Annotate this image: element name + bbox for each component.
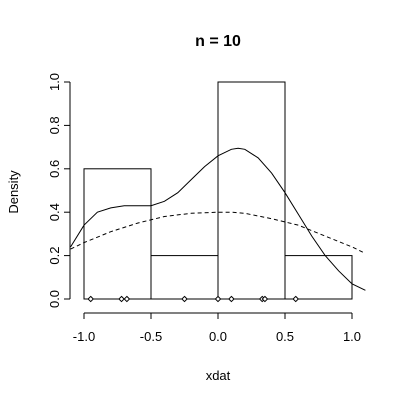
x-tick-label-2: -0.5 (140, 329, 162, 344)
rug-point-6 (228, 295, 235, 303)
x-axis-label: xdat (206, 368, 231, 383)
histogram-bar-1 (83, 168, 152, 300)
rug-points (87, 295, 300, 303)
solid-density-curve (70, 147, 366, 291)
histogram-bar-2 (150, 255, 219, 300)
chart-title: n = 10 (195, 33, 241, 50)
histogram-bar-4 (284, 255, 353, 300)
histogram-bar-3 (217, 81, 286, 300)
x-tick-label-1: -1.0 (73, 329, 95, 344)
density-curves (70, 147, 366, 291)
y-tick-label-3: 0.4 (47, 203, 62, 221)
y-tick-label-5: 0.8 (47, 116, 62, 134)
histogram-bars (83, 81, 353, 300)
rug-point-2 (118, 295, 125, 303)
y-tick-label-4: 0.6 (47, 160, 62, 178)
y-tick-label-6: 1.0 (47, 73, 62, 91)
rug-point-8 (261, 295, 269, 303)
x-tick-label-3: 0.0 (209, 329, 227, 344)
y-axis: 0.0 0.2 0.4 0.6 0.8 1.0 (47, 73, 71, 308)
x-tick-label-5: 1.0 (343, 329, 361, 344)
rug-point-1 (87, 295, 95, 303)
rug-point-9 (292, 295, 300, 303)
y-tick-label-1: 0.0 (47, 290, 62, 308)
dashed-density-curve (70, 211, 366, 254)
rug-point-4 (181, 295, 188, 303)
rug-point-5 (214, 295, 222, 303)
x-axis: -1.0 -0.5 0.0 0.5 1.0 (73, 312, 361, 344)
rug-point-3 (123, 295, 131, 303)
x-tick-label-4: 0.5 (276, 329, 294, 344)
y-tick-label-2: 0.2 (47, 247, 62, 265)
y-axis-label: Density (6, 170, 21, 214)
